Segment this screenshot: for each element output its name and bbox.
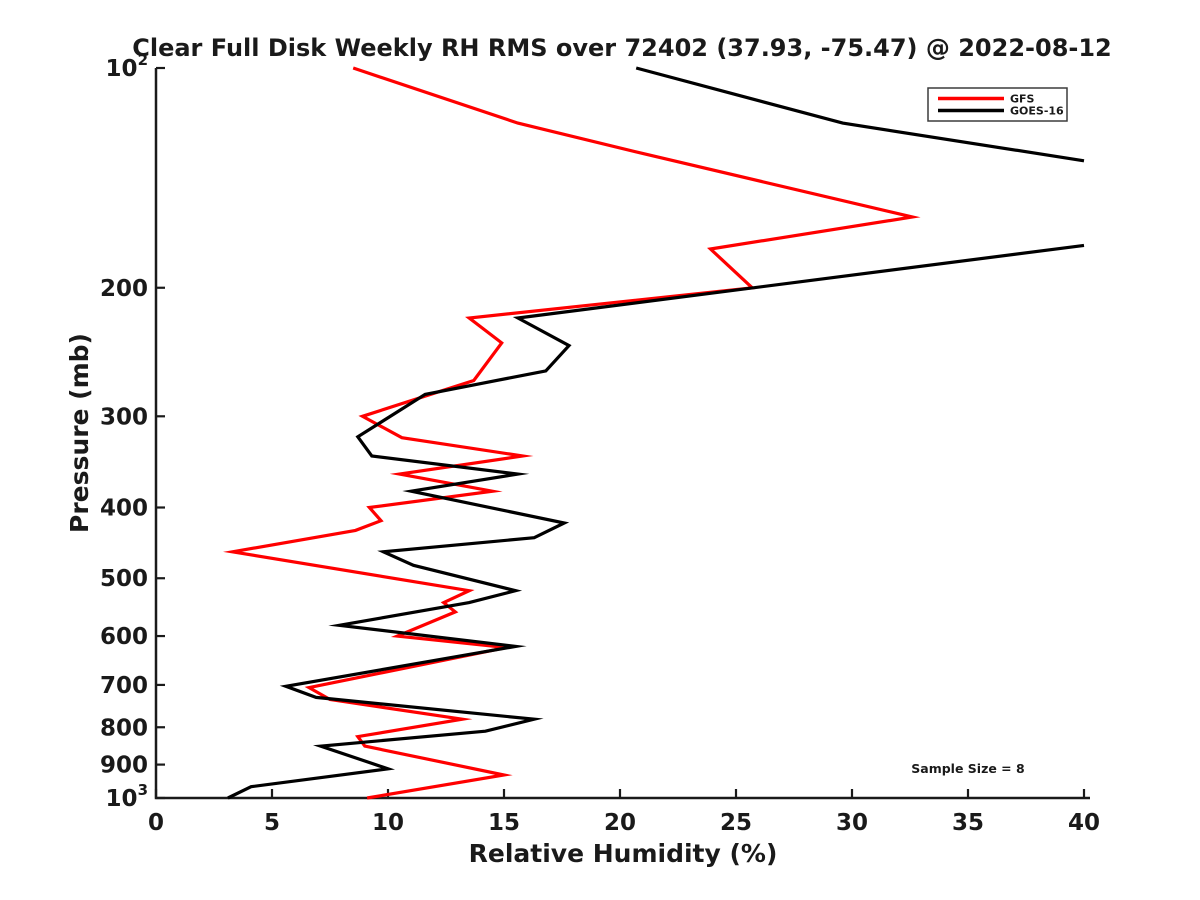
x-tick-label: 20: [604, 810, 636, 836]
legend-box: [927, 87, 1068, 122]
y-tick-label: 400: [100, 496, 148, 522]
y-tick-label: 103: [106, 781, 148, 812]
sample-size-annotation: Sample Size = 8: [911, 761, 1024, 776]
data-series: [223, 66, 1085, 800]
y-tick-label: 800: [100, 715, 148, 741]
x-tick-label: 35: [952, 810, 984, 836]
x-axis-label: Relative Humidity (%): [469, 839, 778, 868]
x-tick-label: 30: [836, 810, 868, 836]
y-tick-label: 900: [100, 753, 148, 779]
legend-label-goes16: GOES-16: [1010, 105, 1064, 118]
x-tick-label: 25: [720, 810, 752, 836]
x-tick-label: 0: [148, 810, 164, 836]
y-tick-label: 600: [100, 624, 148, 650]
y-tick-label: 300: [100, 404, 148, 430]
x-tick-label: 5: [264, 810, 280, 836]
goes16-line: [227, 243, 1085, 800]
y-tick-label: 500: [100, 566, 148, 592]
goes16-line: [635, 66, 1085, 163]
x-tick-label: 15: [488, 810, 520, 836]
y-tick-label: 200: [100, 276, 148, 302]
chart-title: Clear Full Disk Weekly RH RMS over 72402…: [132, 34, 1112, 62]
y-tick-label: 102: [106, 51, 148, 82]
x-tick-label: 40: [1068, 810, 1100, 836]
legend: GFS GOES-16: [927, 87, 1068, 122]
x-tick-label: 10: [372, 810, 404, 836]
y-axis-label: Pressure (mb): [65, 333, 94, 533]
gfs-line: [223, 66, 921, 800]
legend-label-gfs: GFS: [1010, 93, 1035, 106]
y-tick-label: 700: [100, 673, 148, 699]
